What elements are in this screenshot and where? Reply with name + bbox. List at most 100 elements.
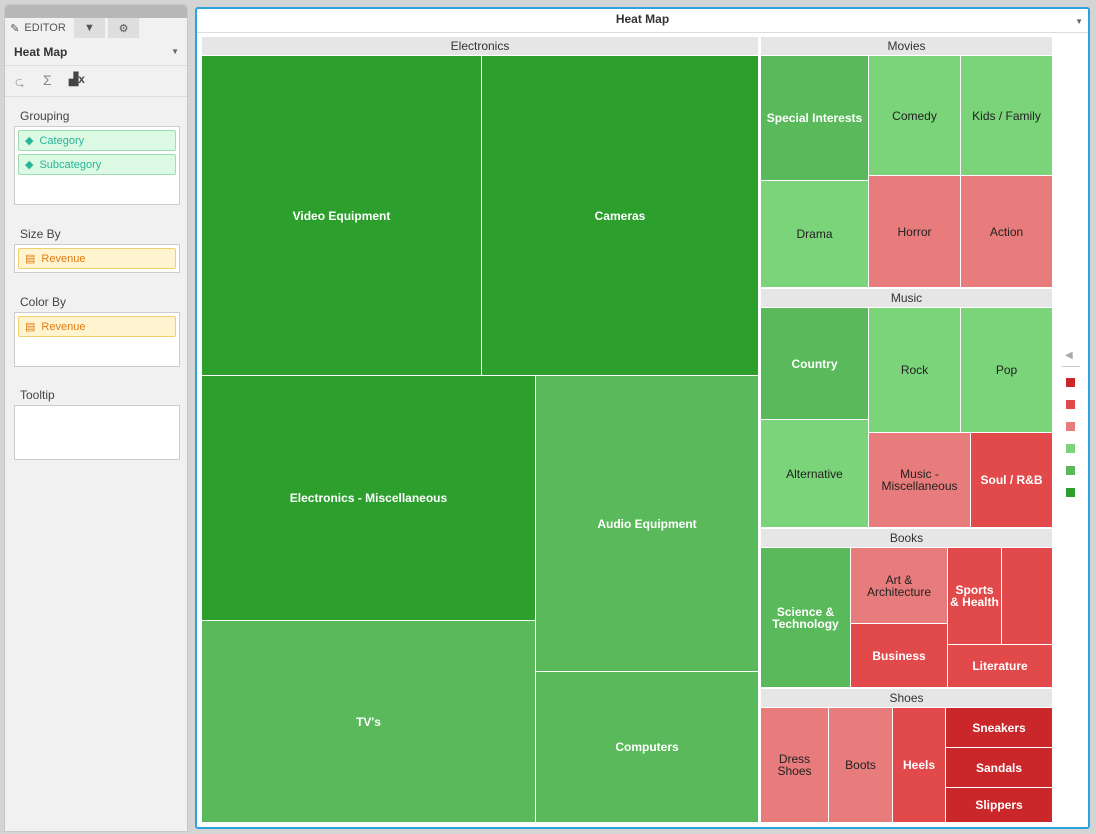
tile-label: Drama — [796, 227, 833, 241]
pencil-icon: ✎ — [10, 22, 20, 35]
treemap-tile[interactable]: Rock — [869, 308, 960, 432]
group-header-music: Music — [761, 289, 1052, 307]
legend-swatch-dark-red — [1066, 378, 1075, 387]
treemap-tile[interactable]: Boots — [829, 708, 892, 822]
treemap-tile[interactable]: Drama — [761, 181, 868, 287]
treemap-tile[interactable]: Literature — [948, 645, 1052, 687]
tile-label: Dress Shoes — [777, 752, 812, 778]
tile-label: Video Equipment — [292, 208, 391, 223]
color-by-revenue[interactable]: ▤ Revenue — [18, 316, 176, 337]
filter-icon: ▼ — [84, 22, 95, 34]
treemap-tile[interactable]: Cameras — [482, 56, 758, 375]
treemap-tile[interactable]: Business — [851, 624, 947, 687]
treemap-tile[interactable]: Heels — [893, 708, 945, 822]
swap-icon[interactable]: ⮎ — [15, 75, 25, 89]
color-by-label: Color By — [20, 295, 67, 309]
tile-label: Alternative — [786, 466, 843, 481]
tile-label: Heels — [902, 758, 936, 772]
group-header-movies: Movies — [761, 37, 1052, 55]
size-by-label: Size By — [20, 227, 61, 241]
measure-icon: ▤ — [25, 321, 36, 333]
grouping-label: Grouping — [20, 109, 70, 123]
sigma-icon[interactable]: Σ — [43, 72, 52, 88]
size-by-revenue[interactable]: ▤ Revenue — [18, 248, 176, 269]
tile-label: Action — [989, 224, 1024, 239]
legend-swatch-dark-green — [1066, 488, 1075, 497]
treemap-tile[interactable]: Country — [761, 308, 868, 419]
tile-label: Computers — [615, 740, 679, 754]
treemap-tile[interactable]: Action — [961, 176, 1052, 287]
tile-label: Business — [872, 648, 926, 663]
gear-icon: ⚙ — [118, 22, 129, 35]
treemap-tile[interactable]: Pop — [961, 308, 1052, 432]
tab-filter[interactable]: ▼ — [74, 18, 105, 38]
treemap-tile[interactable]: Soul / R&B — [971, 433, 1052, 527]
tab-settings[interactable]: ⚙ — [108, 18, 139, 38]
treemap-tile[interactable]: Video Equipment — [202, 56, 481, 375]
tab-editor[interactable]: ✎ EDITOR — [5, 18, 71, 38]
treemap-tile[interactable]: Science & Technology — [761, 548, 850, 687]
treemap-tile[interactable]: Kids / Family — [961, 56, 1052, 175]
clear-chart-icon[interactable]: ▟x — [69, 72, 85, 86]
chart-title: Heat Map — [615, 12, 670, 26]
tile-label: Cameras — [594, 208, 646, 223]
treemap-tile[interactable]: Music - Miscellaneous — [869, 433, 970, 527]
tile-label: Literature — [972, 659, 1028, 673]
diamond-icon: ◆ — [25, 159, 34, 171]
tile-label: Slippers — [975, 798, 1023, 812]
tile-label: Music - Miscellaneous — [881, 467, 958, 493]
treemap-tile[interactable] — [1002, 548, 1052, 644]
tile-label: Comedy — [892, 108, 937, 123]
tooltip-drop-zone[interactable] — [14, 405, 180, 460]
tile-label: Country — [791, 356, 838, 371]
tile-label: Art & Architecture — [866, 572, 932, 599]
toolbar: ⮎ Σ ▟x — [5, 66, 187, 97]
diamond-icon: ◆ — [25, 135, 34, 147]
tile-label: Special Interests — [766, 111, 863, 125]
tooltip-label: Tooltip — [20, 388, 55, 402]
tile-label: Sports & Health — [950, 583, 999, 609]
tile-label: Sandals — [975, 760, 1023, 775]
legend-collapse-icon[interactable]: ◀ — [1065, 350, 1073, 361]
tile-label: Soul / R&B — [980, 473, 1043, 487]
treemap-tile[interactable]: Sandals — [946, 748, 1052, 787]
chart-type-select[interactable]: Heat Map ▼ — [5, 38, 187, 66]
legend-swatch-light-red — [1066, 422, 1075, 431]
group-header-shoes: Shoes — [761, 689, 1052, 707]
size-by-drop-zone[interactable]: ▤ Revenue — [14, 244, 180, 273]
tile-label: Kids / Family — [972, 108, 1041, 123]
treemap-tile[interactable]: TV's — [202, 621, 535, 822]
measure-icon: ▤ — [25, 253, 36, 265]
treemap-tile[interactable]: Sneakers — [946, 708, 1052, 747]
legend-swatch-red — [1066, 400, 1075, 409]
color-by-drop-zone[interactable]: ▤ Revenue — [14, 312, 180, 367]
tile-label: Horror — [897, 224, 932, 239]
treemap-tile[interactable]: Electronics - Miscellaneous — [202, 376, 535, 620]
chevron-down-icon: ▼ — [171, 47, 179, 56]
tile-label: Science & Technology — [772, 604, 839, 631]
tile-label: Boots — [845, 758, 876, 772]
tile-label: Sneakers — [972, 720, 1026, 735]
treemap-tile[interactable]: Audio Equipment — [536, 376, 758, 671]
tile-label: Audio Equipment — [597, 516, 697, 531]
treemap-tile[interactable]: Alternative — [761, 420, 868, 527]
treemap-tile[interactable]: Dress Shoes — [761, 708, 828, 822]
grouping-item-category[interactable]: ◆ Category — [18, 130, 176, 151]
tile-label: Pop — [995, 363, 1018, 377]
grouping-drop-zone[interactable]: ◆ Category ◆ Subcategory — [14, 126, 180, 205]
treemap-tile[interactable]: Comedy — [869, 56, 960, 175]
tile-label: Rock — [900, 363, 929, 377]
treemap-tile[interactable]: Art & Architecture — [851, 548, 947, 623]
tile-label: TV's — [356, 714, 381, 729]
treemap-tile[interactable]: Computers — [536, 672, 758, 822]
treemap-tile[interactable]: Sports & Health — [948, 548, 1001, 644]
legend-swatch-mid-green — [1066, 466, 1075, 475]
grouping-item-subcategory[interactable]: ◆ Subcategory — [18, 154, 176, 175]
treemap-tile[interactable]: Slippers — [946, 788, 1052, 822]
treemap-tile[interactable]: Horror — [869, 176, 960, 287]
group-header-electronics: Electronics — [202, 37, 758, 55]
treemap-tile[interactable]: Special Interests — [761, 56, 868, 180]
chevron-down-icon[interactable]: ▼ — [1075, 17, 1083, 26]
group-header-books: Books — [761, 529, 1052, 547]
legend-swatch-light-green — [1066, 444, 1075, 453]
